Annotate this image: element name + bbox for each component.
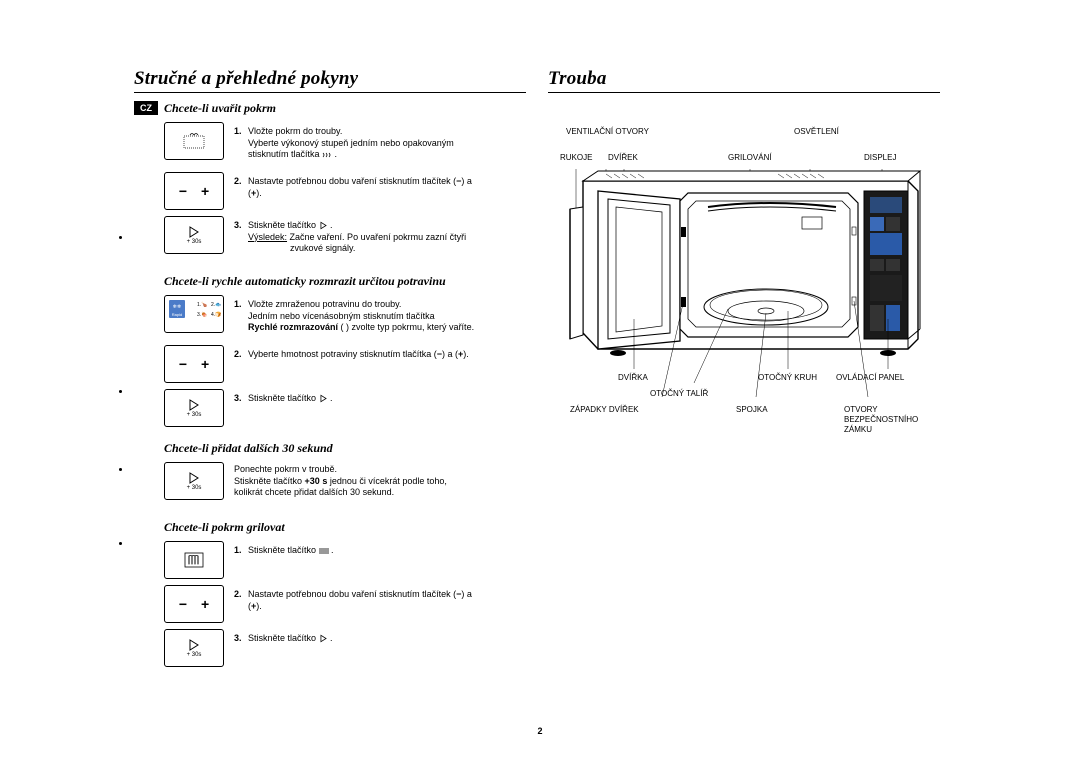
step-text: 2.Vyberte hmotnost potraviny stisknutím … [234, 345, 526, 361]
label-door: DVÍŘKA [618, 373, 648, 382]
label-light: OSVĚTLENÍ [794, 127, 839, 136]
step-text: Ponechte pokrm v troubě. Stiskněte tlačí… [234, 462, 526, 499]
step-row: −+ 2.Vyberte hmotnost potraviny stisknut… [164, 345, 526, 387]
start-icon: + 30s [164, 389, 224, 427]
step-row: + 30s 3.Stiskněte tlačítko . [164, 389, 526, 431]
step-row: + 30s 3.Stiskněte tlačítko . [164, 629, 526, 671]
step-row: −+ 2.Nastavte potřebnou dobu vaření stis… [164, 585, 526, 627]
label-grill: GRILOVÁNÍ [728, 153, 772, 162]
svg-text:1.🍗: 1.🍗 [197, 301, 207, 308]
step-text: 2.Nastavte potřebnou dobu vaření stisknu… [234, 585, 526, 612]
defrost-icon: ❄❄ Rapid 1.🍗 2.🐟 3.🍖 4.🍞 [164, 295, 224, 333]
cook-icon [164, 122, 224, 160]
label-door-top: DVÍŘEK [608, 153, 638, 162]
label-turntable: OTOČNÝ TALÍŘ [650, 389, 708, 398]
section-heading: Chcete-li rychle automaticky rozmrazit u… [164, 274, 526, 289]
section-heading: Chcete-li uvařit pokrm [164, 101, 526, 116]
step-row: + 30s Ponechte pokrm v troubě. Stiskněte… [164, 462, 526, 510]
plus-minus-icon: −+ [164, 345, 224, 383]
separator-dot-icon [119, 542, 122, 545]
step-row: ❄❄ Rapid 1.🍗 2.🐟 3.🍖 4.🍞 1.Vložte zmraže… [164, 295, 526, 343]
label-display: DISPLEJ [864, 153, 896, 162]
step-text: 3.Stiskněte tlačítko . Výsledek: Začne v… [234, 216, 526, 255]
svg-text:4.🍞: 4.🍞 [211, 311, 221, 318]
label-coupler: SPOJKA [736, 405, 768, 414]
step-text: 3.Stiskněte tlačítko . [234, 629, 526, 645]
svg-text:❄❄: ❄❄ [173, 304, 181, 310]
left-title: Stručné a přehledné pokyny [134, 68, 526, 93]
separator-dot-icon [119, 390, 122, 393]
svg-text:3.🍖: 3.🍖 [197, 311, 207, 318]
step-row: 1.Stiskněte tlačítko . [164, 541, 526, 583]
step-text: 2.Nastavte potřebnou dobu vaření stisknu… [234, 172, 526, 199]
label-safety1: OTVORY [844, 405, 878, 414]
step-text: 1.Stiskněte tlačítko . [234, 541, 526, 557]
separator-dot-icon [119, 236, 122, 239]
step-row: 1.Vložte pokrm do trouby. Vyberte výkono… [164, 122, 526, 170]
label-latches: ZÁPADKY DVÍŘEK [570, 405, 639, 414]
label-handle: RUKOJE [560, 153, 592, 162]
label-vent: VENTILAČNÍ OTVORY [566, 127, 649, 136]
step-text: 1.Vložte pokrm do trouby. Vyberte výkono… [234, 122, 526, 161]
plus-minus-icon: −+ [164, 585, 224, 623]
label-panel: OVLÁDACÍ PANEL [836, 373, 904, 382]
step-text: 1.Vložte zmraženou potravinu do trouby. … [234, 295, 526, 334]
left-column: Stručné a přehledné pokyny CZ Chcete-li … [134, 68, 526, 673]
svg-text:2.🐟: 2.🐟 [211, 302, 221, 308]
step-row: −+ 2.Nastavte potřebnou dobu vaření stis… [164, 172, 526, 214]
lang-badge: CZ [134, 101, 158, 115]
start-icon: + 30s [164, 216, 224, 254]
page-number: 2 [537, 726, 542, 736]
svg-text:Rapid: Rapid [172, 312, 182, 317]
label-ring: OTOČNÝ KRUH [758, 373, 817, 382]
section-heading: Chcete-li pokrm grilovat [164, 520, 526, 535]
start-icon: + 30s [164, 462, 224, 500]
section-heading: Chcete-li přidat dalších 30 sekund [164, 441, 526, 456]
label-safety2: BEZPEČNOSTNÍHO [844, 415, 918, 424]
separator-dot-icon [119, 468, 122, 471]
start-icon: + 30s [164, 629, 224, 667]
right-title: Trouba [548, 68, 940, 93]
step-row: + 30s 3.Stiskněte tlačítko . Výsledek: Z… [164, 216, 526, 264]
label-safety3: ZÁMKU [844, 425, 872, 434]
plus-minus-icon: −+ [164, 172, 224, 210]
step-text: 3.Stiskněte tlačítko . [234, 389, 526, 405]
grill-icon [164, 541, 224, 579]
right-column: Trouba VENTILAČNÍ OTVORY OSVĚTLENÍ RUKOJ… [548, 68, 940, 673]
